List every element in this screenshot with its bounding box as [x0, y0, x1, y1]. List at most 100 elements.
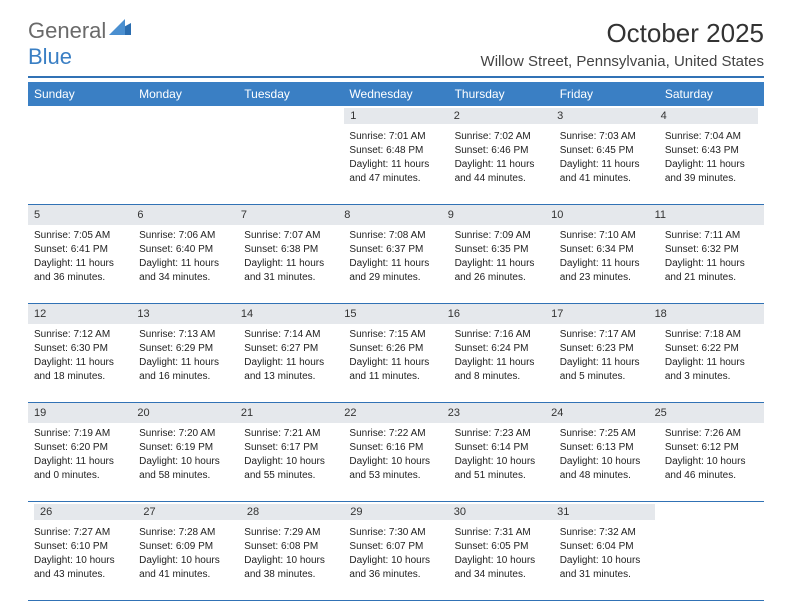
day-line-d1: Daylight: 11 hours [349, 158, 442, 171]
week-row: Sunrise: 7:27 AMSunset: 6:10 PMDaylight:… [28, 522, 764, 601]
day-cell: Sunrise: 7:26 AMSunset: 6:12 PMDaylight:… [659, 423, 764, 501]
weekday-sunday: Sunday [28, 82, 133, 106]
day-line-sunset: Sunset: 6:10 PM [34, 540, 127, 553]
day-line-sunrise: Sunrise: 7:32 AM [560, 526, 653, 539]
day-details: Sunrise: 7:12 AMSunset: 6:30 PMDaylight:… [34, 328, 127, 383]
day-cell: Sunrise: 7:20 AMSunset: 6:19 PMDaylight:… [133, 423, 238, 501]
day-line-sunset: Sunset: 6:07 PM [349, 540, 442, 553]
day-line-d1: Daylight: 11 hours [455, 158, 548, 171]
day-line-d2: and 21 minutes. [665, 271, 758, 284]
day-number: 11 [655, 207, 758, 223]
day-number: 9 [448, 207, 551, 223]
day-details: Sunrise: 7:09 AMSunset: 6:35 PMDaylight:… [455, 229, 548, 284]
day-line-sunset: Sunset: 6:04 PM [560, 540, 653, 553]
day-details: Sunrise: 7:15 AMSunset: 6:26 PMDaylight:… [349, 328, 442, 383]
day-line-sunset: Sunset: 6:27 PM [244, 342, 337, 355]
day-line-d1: Daylight: 10 hours [139, 554, 232, 567]
day-number: 19 [34, 405, 137, 421]
day-line-sunset: Sunset: 6:17 PM [244, 441, 337, 454]
day-line-sunrise: Sunrise: 7:19 AM [34, 427, 127, 440]
week-row: Sunrise: 7:19 AMSunset: 6:20 PMDaylight:… [28, 423, 764, 502]
day-line-d1: Daylight: 11 hours [34, 257, 127, 270]
day-line-d2: and 47 minutes. [349, 172, 442, 185]
weekday-tuesday: Tuesday [238, 82, 343, 106]
day-number-row: 19202122232425 [28, 403, 764, 423]
day-number: 25 [655, 405, 758, 421]
day-number: 12 [34, 306, 137, 322]
day-line-d1: Daylight: 10 hours [560, 455, 653, 468]
day-line-d2: and 46 minutes. [665, 469, 758, 482]
day-line-sunset: Sunset: 6:24 PM [455, 342, 548, 355]
day-line-d2: and 8 minutes. [455, 370, 548, 383]
logo-text-general: General [28, 18, 106, 44]
day-line-sunrise: Sunrise: 7:08 AM [349, 229, 442, 242]
day-details: Sunrise: 7:08 AMSunset: 6:37 PMDaylight:… [349, 229, 442, 284]
day-number: 5 [34, 207, 137, 223]
day-cell: Sunrise: 7:15 AMSunset: 6:26 PMDaylight:… [343, 324, 448, 402]
day-line-sunrise: Sunrise: 7:20 AM [139, 427, 232, 440]
calendar: Sunday Monday Tuesday Wednesday Thursday… [28, 82, 764, 601]
day-line-d2: and 16 minutes. [139, 370, 232, 383]
day-number: 8 [344, 207, 447, 223]
day-details: Sunrise: 7:20 AMSunset: 6:19 PMDaylight:… [139, 427, 232, 482]
day-line-d1: Daylight: 11 hours [665, 356, 758, 369]
day-line-sunset: Sunset: 6:26 PM [349, 342, 442, 355]
day-cell: Sunrise: 7:28 AMSunset: 6:09 PMDaylight:… [133, 522, 238, 600]
day-details: Sunrise: 7:28 AMSunset: 6:09 PMDaylight:… [139, 526, 232, 581]
day-cell: Sunrise: 7:04 AMSunset: 6:43 PMDaylight:… [659, 126, 764, 204]
day-number: 1 [344, 108, 447, 124]
day-cell: Sunrise: 7:30 AMSunset: 6:07 PMDaylight:… [343, 522, 448, 600]
day-line-d2: and 43 minutes. [34, 568, 127, 581]
day-line-sunset: Sunset: 6:41 PM [34, 243, 127, 256]
day-cell: Sunrise: 7:02 AMSunset: 6:46 PMDaylight:… [449, 126, 554, 204]
day-line-sunset: Sunset: 6:34 PM [560, 243, 653, 256]
day-cell: Sunrise: 7:06 AMSunset: 6:40 PMDaylight:… [133, 225, 238, 303]
day-line-d1: Daylight: 11 hours [560, 356, 653, 369]
day-details: Sunrise: 7:27 AMSunset: 6:10 PMDaylight:… [34, 526, 127, 581]
day-number: 17 [551, 306, 654, 322]
day-line-d2: and 36 minutes. [349, 568, 442, 581]
day-line-sunrise: Sunrise: 7:15 AM [349, 328, 442, 341]
day-line-sunrise: Sunrise: 7:02 AM [455, 130, 548, 143]
day-line-d2: and 29 minutes. [349, 271, 442, 284]
day-details: Sunrise: 7:18 AMSunset: 6:22 PMDaylight:… [665, 328, 758, 383]
day-cell: Sunrise: 7:03 AMSunset: 6:45 PMDaylight:… [554, 126, 659, 204]
day-cell: Sunrise: 7:21 AMSunset: 6:17 PMDaylight:… [238, 423, 343, 501]
day-line-sunrise: Sunrise: 7:01 AM [349, 130, 442, 143]
day-line-d1: Daylight: 11 hours [665, 257, 758, 270]
day-line-sunset: Sunset: 6:13 PM [560, 441, 653, 454]
day-number: 30 [448, 504, 551, 520]
day-line-sunset: Sunset: 6:23 PM [560, 342, 653, 355]
day-cell: Sunrise: 7:08 AMSunset: 6:37 PMDaylight:… [343, 225, 448, 303]
day-line-d2: and 31 minutes. [560, 568, 653, 581]
day-line-d1: Daylight: 11 hours [139, 257, 232, 270]
day-details: Sunrise: 7:06 AMSunset: 6:40 PMDaylight:… [139, 229, 232, 284]
day-line-d1: Daylight: 10 hours [349, 455, 442, 468]
day-line-sunset: Sunset: 6:40 PM [139, 243, 232, 256]
day-number: 18 [655, 306, 758, 322]
day-line-d1: Daylight: 11 hours [455, 257, 548, 270]
day-cell: Sunrise: 7:25 AMSunset: 6:13 PMDaylight:… [554, 423, 659, 501]
day-number [655, 504, 758, 520]
day-line-d1: Daylight: 10 hours [455, 554, 548, 567]
day-line-sunset: Sunset: 6:45 PM [560, 144, 653, 157]
day-line-sunrise: Sunrise: 7:17 AM [560, 328, 653, 341]
day-details: Sunrise: 7:22 AMSunset: 6:16 PMDaylight:… [349, 427, 442, 482]
day-line-sunset: Sunset: 6:08 PM [244, 540, 337, 553]
weekday-saturday: Saturday [659, 82, 764, 106]
day-details: Sunrise: 7:03 AMSunset: 6:45 PMDaylight:… [560, 130, 653, 185]
day-details: Sunrise: 7:07 AMSunset: 6:38 PMDaylight:… [244, 229, 337, 284]
day-cell: Sunrise: 7:18 AMSunset: 6:22 PMDaylight:… [659, 324, 764, 402]
day-line-sunrise: Sunrise: 7:13 AM [139, 328, 232, 341]
day-line-sunset: Sunset: 6:29 PM [139, 342, 232, 355]
day-details: Sunrise: 7:23 AMSunset: 6:14 PMDaylight:… [455, 427, 548, 482]
day-number [34, 108, 137, 124]
day-line-d1: Daylight: 11 hours [244, 257, 337, 270]
logo-text-blue: Blue [28, 44, 72, 70]
day-line-sunset: Sunset: 6:12 PM [665, 441, 758, 454]
day-line-d1: Daylight: 10 hours [244, 455, 337, 468]
day-line-sunset: Sunset: 6:43 PM [665, 144, 758, 157]
day-number-row: 1234 [28, 106, 764, 126]
day-line-sunset: Sunset: 6:46 PM [455, 144, 548, 157]
day-number: 3 [551, 108, 654, 124]
